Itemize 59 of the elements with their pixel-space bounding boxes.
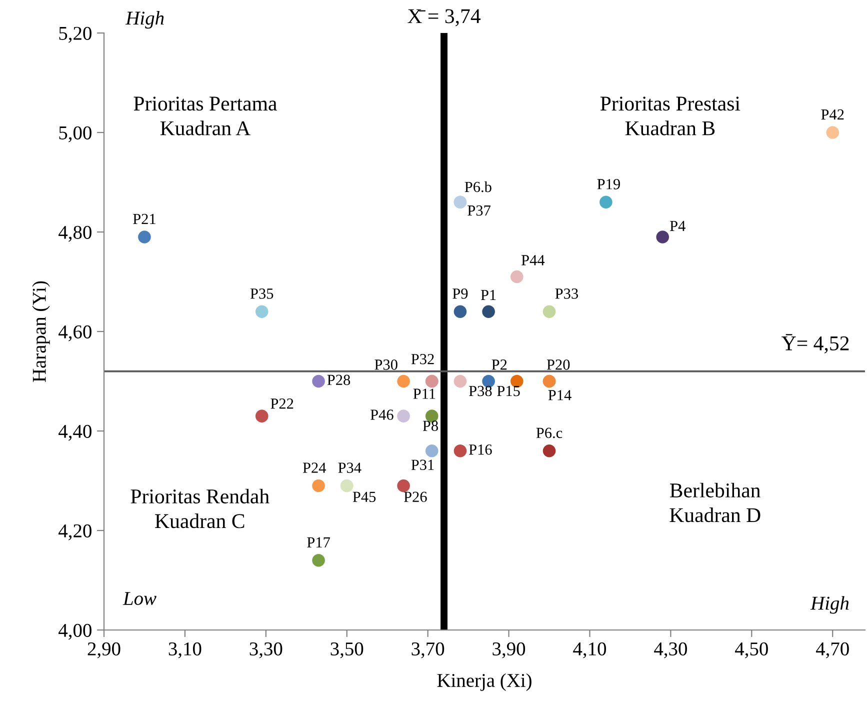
text: High: [125, 11, 164, 29]
data-label: P31: [411, 460, 434, 470]
data-label: P1: [480, 290, 496, 300]
data-label: P35: [250, 288, 274, 299]
y-tick-label: 4,40: [58, 424, 92, 441]
data-label: P33: [555, 288, 578, 299]
data-label: P46: [370, 410, 394, 420]
data-label: P11: [413, 388, 436, 399]
data-label: P9: [452, 288, 468, 299]
data-label: P34: [338, 462, 362, 473]
data-label: P38: [468, 386, 492, 396]
y-tick-label: 4,00: [58, 624, 92, 640]
x-tick-label: 4,30: [654, 642, 687, 658]
x-tick-label: 3,10: [168, 642, 202, 658]
x-tick-label: 3,30: [250, 642, 282, 658]
data-label: P20: [546, 360, 570, 370]
data-label: P21: [133, 214, 156, 224]
annotation: Prioritas Rendah Kuadran C: [130, 488, 270, 528]
data-label: P26: [404, 492, 427, 502]
data-label: P8: [422, 420, 438, 431]
y-tick-label: 4,60: [58, 325, 92, 342]
x-tick-label: 4,70: [816, 642, 849, 658]
data-label: P37: [468, 205, 490, 216]
y-axis-title: Harapan (Yi): [32, 281, 50, 382]
data-label: P14: [548, 390, 572, 400]
annotation: Prioritas Prestasi Kuadran B: [600, 96, 740, 136]
data-label: P22: [270, 398, 294, 409]
annotation: Prioritas Pertama Kuadran A: [134, 96, 277, 136]
y-tick-label: 4,20: [58, 524, 92, 540]
data-label: P32: [411, 354, 434, 364]
annotation: High: [810, 596, 849, 614]
data-label: P42: [821, 109, 844, 120]
x-tick-label: 2,90: [88, 642, 120, 658]
y-tick-label: 5,20: [59, 26, 92, 43]
data-label: P19: [597, 179, 620, 190]
x-tick-label: 4,50: [735, 642, 768, 658]
data-label: P6.b: [464, 181, 492, 192]
data-label: P15: [497, 386, 520, 396]
x-tick-label: 3,70: [412, 642, 444, 658]
data-label: P44: [521, 255, 545, 266]
ref-line-label: X̄ = 3,74: [408, 9, 481, 26]
y-tick-label: 4,80: [58, 226, 92, 242]
data-label: P28: [327, 374, 350, 386]
data-label: P45: [352, 492, 376, 502]
data-label: P4: [670, 220, 686, 231]
data-label: P30: [374, 360, 398, 370]
x-axis-title: Kinerja (Xi): [437, 673, 532, 691]
data-label: P6.c: [536, 428, 562, 438]
y-tick-label: 5,00: [59, 126, 92, 142]
annotation: Berlebihan Kuadran D: [670, 482, 760, 522]
data-label: P16: [468, 444, 492, 455]
x-tick-label: 3,50: [330, 642, 364, 658]
data-label: P17: [307, 537, 330, 548]
data-label: P24: [302, 462, 326, 473]
annotation: Low: [122, 592, 156, 606]
x-tick-label: 3,90: [492, 642, 526, 658]
data-label: P2: [492, 360, 507, 370]
x-tick-label: 4,10: [573, 642, 606, 658]
ref-line-label: Ȳ= 4,52: [782, 334, 849, 354]
